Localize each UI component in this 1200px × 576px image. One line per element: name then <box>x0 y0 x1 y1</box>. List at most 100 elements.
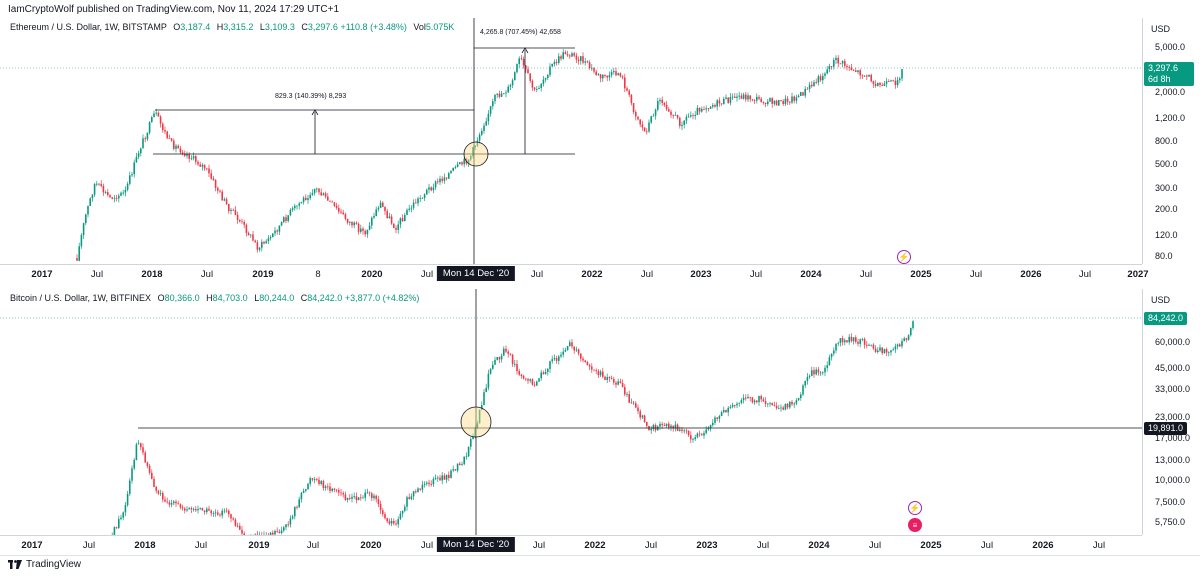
candle-body <box>208 508 210 511</box>
candle-body <box>562 351 564 355</box>
candle-body <box>650 116 652 123</box>
candle-body <box>588 62 591 69</box>
candle-body <box>657 101 659 110</box>
candle-body <box>901 340 903 347</box>
candle-body <box>509 353 512 355</box>
candle-body <box>179 148 182 153</box>
candle-body <box>399 218 402 225</box>
lightning-icon[interactable]: ⚡ <box>897 250 911 264</box>
candle-body <box>153 478 155 487</box>
footer: TradingView <box>0 555 1200 576</box>
candle-body <box>857 70 859 72</box>
candle-body <box>448 173 450 179</box>
candle-body <box>566 54 569 56</box>
candle-body <box>639 411 641 418</box>
candle-body <box>85 214 87 224</box>
btc-plot-area[interactable]: Bitcoin / U.S. Dollar, 1W, BITFINEX O80,… <box>0 289 1142 535</box>
candle-body <box>826 365 828 368</box>
candle-body <box>641 124 644 128</box>
candle-body <box>144 452 146 463</box>
candle-body <box>696 107 699 115</box>
candle-body <box>164 130 166 132</box>
candle-body <box>870 344 872 346</box>
candle-body <box>481 130 483 135</box>
candle-body <box>824 367 826 373</box>
eth-candles <box>0 18 1142 264</box>
candle-body <box>395 523 397 525</box>
candle-body <box>683 120 685 125</box>
candle-body <box>377 499 380 504</box>
btc-chart-pane[interactable]: Bitcoin / U.S. Dollar, 1W, BITFINEX O80,… <box>0 289 1200 552</box>
candle-body <box>872 344 875 349</box>
candle-body <box>542 79 545 84</box>
candle-body <box>624 77 626 89</box>
candle-body <box>637 407 639 412</box>
candle-body <box>476 423 479 429</box>
candle-body <box>529 73 531 81</box>
candle-body <box>459 463 461 466</box>
candle-body <box>157 490 160 494</box>
candle-body <box>745 94 747 100</box>
candle-body <box>406 497 408 507</box>
candle-body <box>606 75 608 78</box>
candle-body <box>868 75 870 77</box>
candle-body <box>261 241 263 248</box>
candle-body <box>340 492 342 494</box>
candle-body <box>822 75 824 81</box>
candle-body <box>899 78 901 81</box>
candle-body <box>560 56 562 59</box>
us-flag-icon[interactable]: ≡ <box>908 518 922 532</box>
candle-body <box>687 430 690 436</box>
candle-body <box>415 202 417 204</box>
candle-body <box>467 446 470 457</box>
eth-measure-arrowhead-2 <box>521 47 529 54</box>
candle-body <box>597 371 600 376</box>
candle-body <box>866 75 868 77</box>
candle-body <box>269 532 272 535</box>
lightning-icon[interactable]: ⚡ <box>908 501 922 515</box>
candle-body <box>184 508 186 511</box>
candle-body <box>76 258 78 261</box>
candle-body <box>580 56 582 61</box>
candle-body <box>318 188 320 193</box>
candle-body <box>311 478 314 480</box>
candle-body <box>789 401 791 408</box>
candle-body <box>305 197 307 201</box>
candle-body <box>148 465 151 473</box>
candle-body <box>120 192 122 196</box>
candle-body <box>863 338 866 345</box>
candle-body <box>353 222 355 226</box>
eth-chart-pane[interactable]: Ethereum / U.S. Dollar, 1W, BITSTAMP O3,… <box>0 18 1200 283</box>
candle-body <box>883 349 886 354</box>
candle-body <box>813 82 815 87</box>
candle-body <box>474 145 476 148</box>
candle-body <box>824 73 826 76</box>
candle-body <box>747 95 749 100</box>
candle-body <box>626 394 628 395</box>
candle-body <box>819 76 822 81</box>
candle-body <box>195 156 197 162</box>
eth-time-scale[interactable]: 2017 Jul 2018 Jul 2019 8 2020 Jul Mon 14… <box>0 264 1149 283</box>
candle-body <box>186 509 188 511</box>
tradingview-brand[interactable]: TradingView <box>8 559 81 570</box>
candle-body <box>846 65 848 68</box>
candle-body <box>456 164 459 168</box>
candle-body <box>190 508 193 510</box>
candle-body <box>663 102 666 106</box>
btc-price-scale[interactable]: USD 60,000.0 45,000.0 33,000.0 23,000.0 … <box>1142 289 1200 535</box>
candle-body <box>384 514 386 519</box>
candle-body <box>107 192 109 196</box>
candle-body <box>320 192 322 196</box>
btc-time-scale[interactable]: 2017 Jul 2018 Jul 2019 Jul 2020 Jul Mon … <box>0 535 1142 554</box>
candle-body <box>608 377 611 379</box>
candle-body <box>577 349 580 354</box>
candle-body <box>192 156 195 159</box>
candle-body <box>430 484 432 485</box>
eth-plot-area[interactable]: Ethereum / U.S. Dollar, 1W, BITSTAMP O3,… <box>0 18 1142 264</box>
candle-body <box>784 403 787 410</box>
candle-body <box>714 417 716 423</box>
candle-body <box>263 241 265 244</box>
candle-body <box>148 122 151 133</box>
candle-body <box>593 369 595 371</box>
eth-price-scale[interactable]: USD 5,000.0 2,000.0 1,200.0 800.0 500.0 … <box>1142 18 1200 264</box>
